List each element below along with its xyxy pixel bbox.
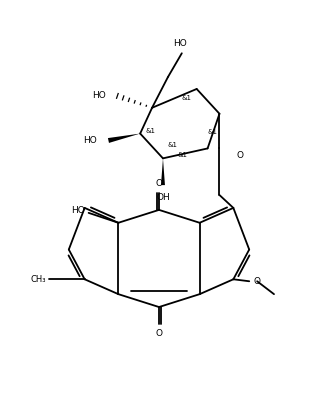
Text: O: O [236, 151, 243, 160]
Polygon shape [161, 158, 165, 185]
Text: OH: OH [156, 193, 170, 202]
Text: HO: HO [83, 136, 97, 145]
Text: O: O [155, 179, 162, 188]
Text: HO: HO [173, 40, 187, 48]
Polygon shape [108, 134, 140, 143]
Text: HO: HO [71, 206, 85, 215]
Text: O: O [253, 277, 260, 286]
Text: &1: &1 [145, 128, 155, 134]
Text: HO: HO [92, 91, 106, 100]
Text: &1: &1 [168, 143, 178, 149]
Text: &1: &1 [182, 95, 192, 101]
Text: &1: &1 [208, 129, 218, 135]
Text: CH₃: CH₃ [31, 275, 46, 284]
Text: O: O [155, 329, 162, 338]
Text: &1: &1 [178, 152, 188, 158]
